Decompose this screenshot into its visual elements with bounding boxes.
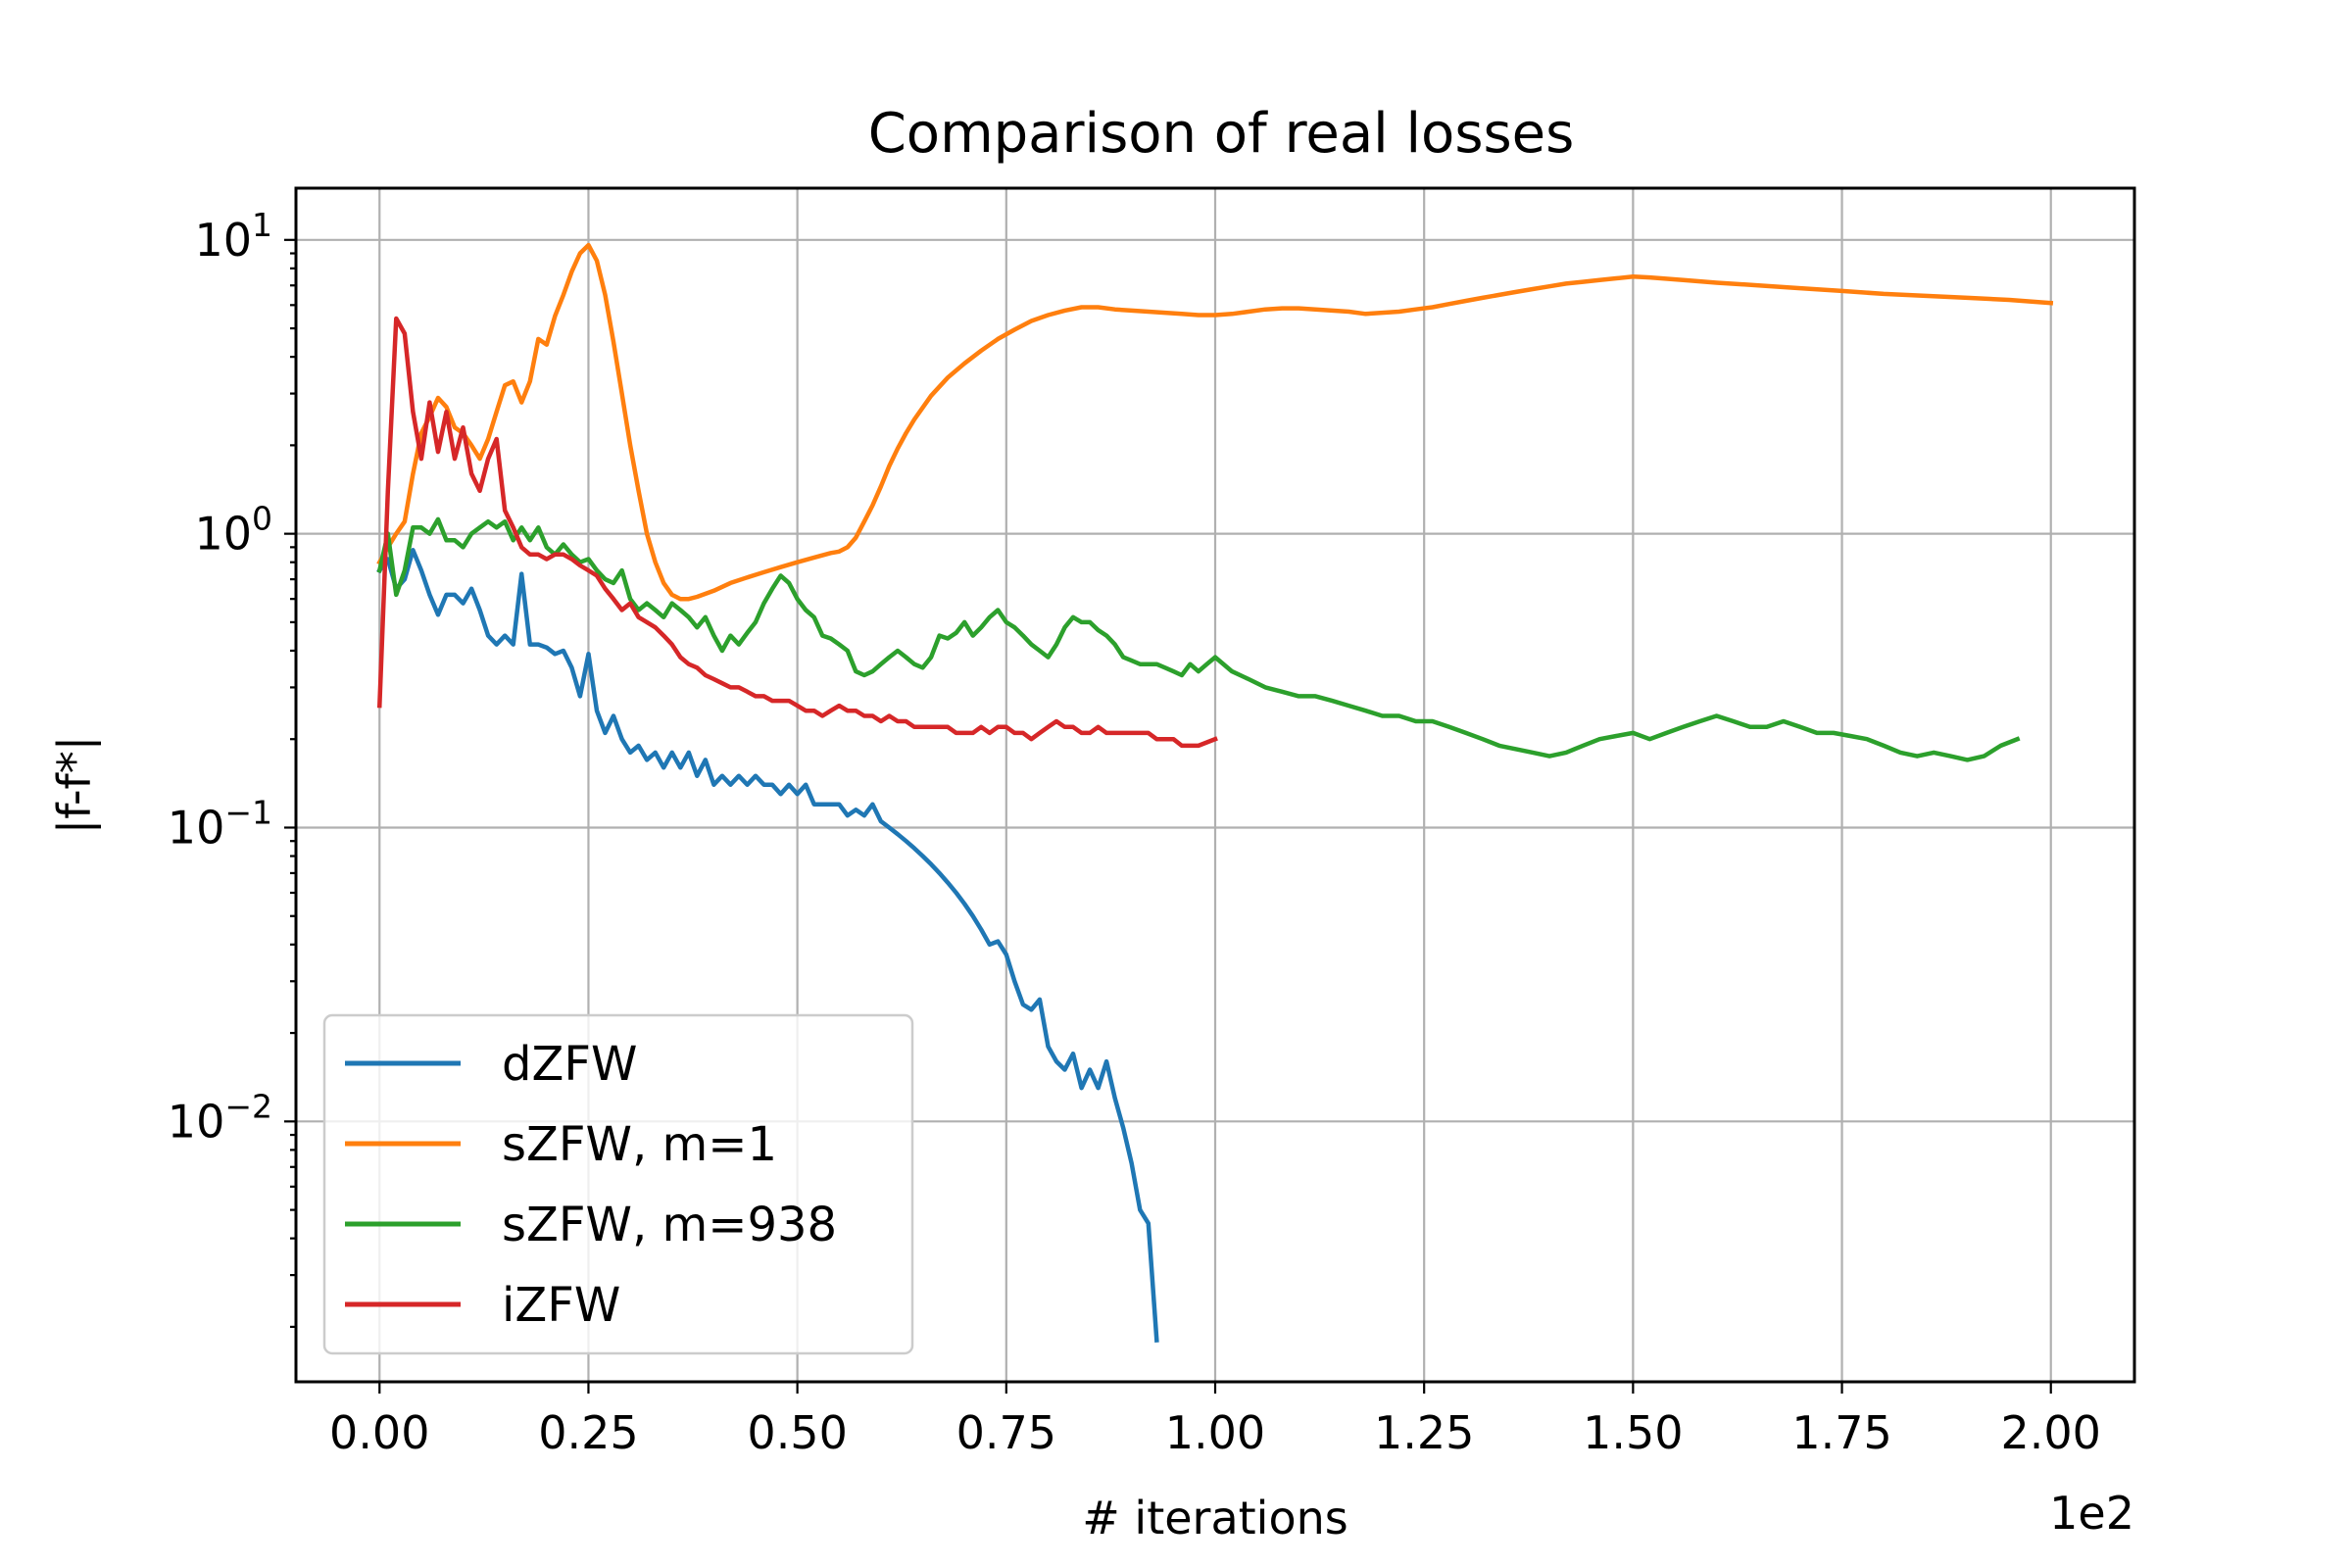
- series-line-1: [376, 548, 1159, 1344]
- x-gridlines: [378, 188, 2052, 1382]
- x-tick-label: 1.75: [1791, 1406, 1891, 1459]
- y-tick-label: 101: [194, 206, 272, 267]
- x-axis-ticks: 0.00 0.25 0.50 0.75 1.00 1.25 1.50 1.75 2.00: [329, 1382, 2101, 1459]
- x-axis-offset-text: 1e2: [2049, 1487, 2134, 1540]
- x-tick-label: 1.00: [1165, 1406, 1265, 1459]
- series-line-2: [376, 242, 2054, 602]
- x-tick-label: 2.00: [2001, 1406, 2101, 1459]
- x-tick-label: 0.75: [956, 1406, 1056, 1459]
- series-line-4: [376, 316, 1218, 749]
- x-axis-label: # iterations: [1082, 1492, 1348, 1544]
- chart-title: Comparison of real losses: [868, 102, 1575, 166]
- legend: dZFW sZFW, m=1 sZFW, m=938 iZFW: [322, 1013, 914, 1355]
- y-tick-label: 100: [194, 500, 272, 561]
- y-axis-ticks: 101 100 10−1 10−2: [168, 206, 296, 1329]
- series-line-3: [376, 516, 2021, 762]
- series-lines: [376, 242, 2054, 1344]
- legend-label: dZFW: [502, 1037, 637, 1092]
- legend-label: sZFW, m=938: [502, 1198, 837, 1252]
- legend-label: iZFW: [502, 1278, 620, 1333]
- x-tick-label: 1.50: [1583, 1406, 1683, 1459]
- x-tick-label: 0.25: [538, 1406, 638, 1459]
- x-tick-label: 0.50: [747, 1406, 847, 1459]
- y-axis-label: |f-f*|: [48, 736, 102, 834]
- legend-label: sZFW, m=1: [502, 1117, 777, 1172]
- x-tick-label: 0.00: [329, 1406, 429, 1459]
- legend-box: [322, 1013, 914, 1355]
- x-tick-label: 1.25: [1374, 1406, 1474, 1459]
- y-tick-label: 10−1: [168, 793, 272, 854]
- y-tick-label: 10−2: [168, 1087, 272, 1148]
